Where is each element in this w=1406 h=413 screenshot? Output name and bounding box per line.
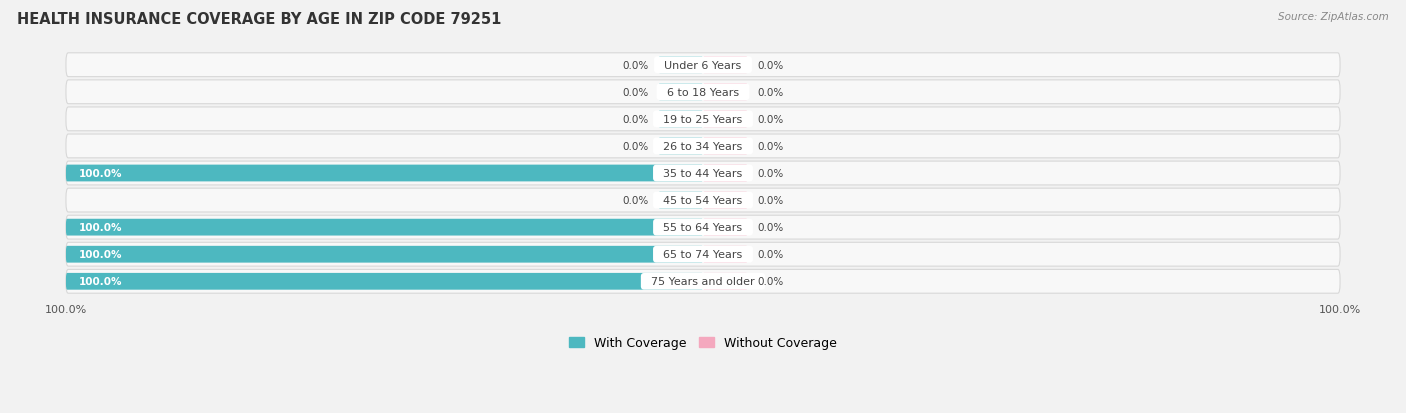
Text: 0.0%: 0.0% [758, 249, 783, 260]
Text: 75 Years and older: 75 Years and older [644, 277, 762, 287]
FancyBboxPatch shape [703, 138, 748, 155]
FancyBboxPatch shape [66, 216, 1340, 240]
Text: 65 to 74 Years: 65 to 74 Years [657, 249, 749, 260]
FancyBboxPatch shape [703, 84, 748, 101]
Text: 0.0%: 0.0% [758, 88, 783, 97]
Text: 0.0%: 0.0% [758, 169, 783, 178]
Text: Under 6 Years: Under 6 Years [658, 61, 748, 71]
Text: 0.0%: 0.0% [758, 61, 783, 71]
Legend: With Coverage, Without Coverage: With Coverage, Without Coverage [564, 332, 842, 354]
Text: 100.0%: 100.0% [79, 277, 122, 287]
Text: 100.0%: 100.0% [79, 249, 122, 260]
FancyBboxPatch shape [66, 81, 1340, 104]
Text: 0.0%: 0.0% [623, 196, 648, 206]
Text: 35 to 44 Years: 35 to 44 Years [657, 169, 749, 178]
FancyBboxPatch shape [658, 138, 703, 155]
Text: 55 to 64 Years: 55 to 64 Years [657, 223, 749, 233]
FancyBboxPatch shape [66, 189, 1340, 212]
FancyBboxPatch shape [66, 162, 1340, 185]
Text: 0.0%: 0.0% [758, 223, 783, 233]
FancyBboxPatch shape [703, 219, 748, 236]
Text: 45 to 54 Years: 45 to 54 Years [657, 196, 749, 206]
FancyBboxPatch shape [66, 243, 1340, 266]
FancyBboxPatch shape [66, 54, 1340, 78]
FancyBboxPatch shape [703, 273, 748, 290]
FancyBboxPatch shape [703, 246, 748, 263]
FancyBboxPatch shape [703, 57, 748, 74]
FancyBboxPatch shape [66, 246, 703, 263]
Text: Source: ZipAtlas.com: Source: ZipAtlas.com [1278, 12, 1389, 22]
FancyBboxPatch shape [66, 165, 703, 182]
FancyBboxPatch shape [703, 111, 748, 128]
Text: 0.0%: 0.0% [758, 142, 783, 152]
Text: 0.0%: 0.0% [758, 114, 783, 125]
FancyBboxPatch shape [703, 165, 748, 182]
FancyBboxPatch shape [658, 111, 703, 128]
Text: 0.0%: 0.0% [623, 142, 648, 152]
Text: 0.0%: 0.0% [623, 88, 648, 97]
FancyBboxPatch shape [658, 192, 703, 209]
FancyBboxPatch shape [658, 84, 703, 101]
FancyBboxPatch shape [66, 270, 1340, 294]
FancyBboxPatch shape [703, 192, 748, 209]
Text: 0.0%: 0.0% [623, 61, 648, 71]
Text: 6 to 18 Years: 6 to 18 Years [659, 88, 747, 97]
FancyBboxPatch shape [658, 57, 703, 74]
FancyBboxPatch shape [66, 108, 1340, 131]
Text: 19 to 25 Years: 19 to 25 Years [657, 114, 749, 125]
Text: 100.0%: 100.0% [79, 169, 122, 178]
FancyBboxPatch shape [66, 273, 703, 290]
Text: 0.0%: 0.0% [758, 196, 783, 206]
Text: 100.0%: 100.0% [79, 223, 122, 233]
Text: 0.0%: 0.0% [623, 114, 648, 125]
FancyBboxPatch shape [66, 219, 703, 236]
FancyBboxPatch shape [66, 135, 1340, 159]
Text: 26 to 34 Years: 26 to 34 Years [657, 142, 749, 152]
Text: HEALTH INSURANCE COVERAGE BY AGE IN ZIP CODE 79251: HEALTH INSURANCE COVERAGE BY AGE IN ZIP … [17, 12, 502, 27]
Text: 0.0%: 0.0% [758, 277, 783, 287]
